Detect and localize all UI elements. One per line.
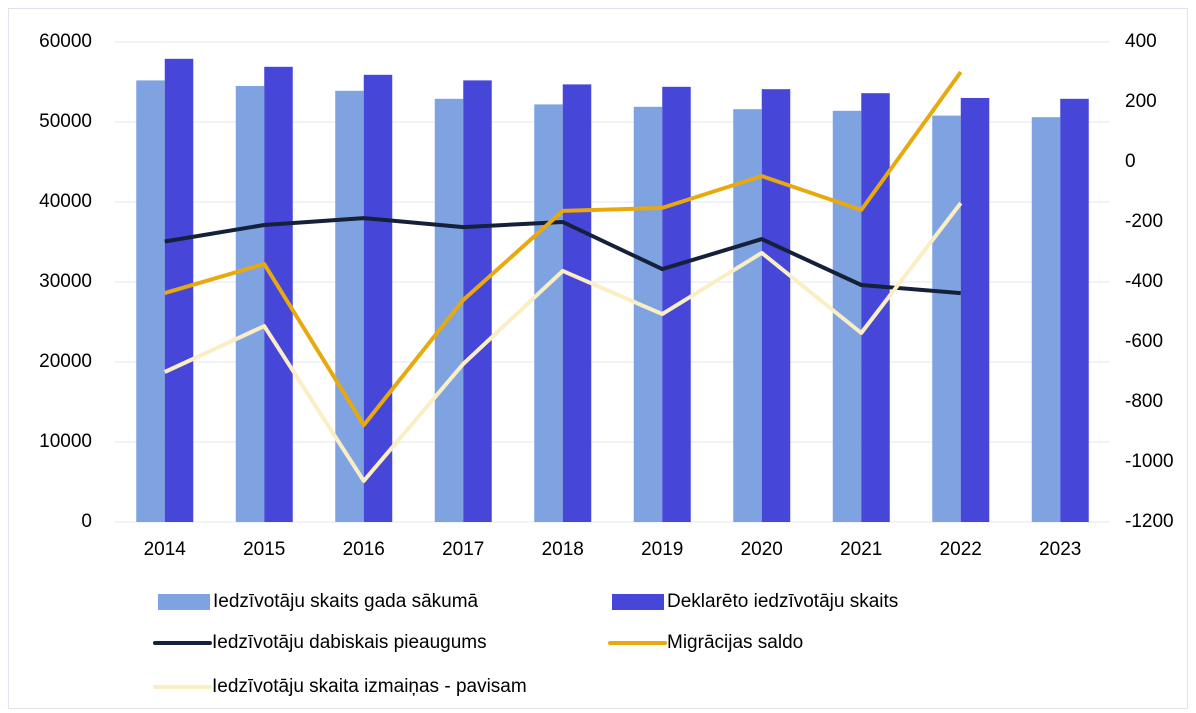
bar xyxy=(1060,98,1089,523)
bar xyxy=(832,110,862,523)
line-series xyxy=(163,201,963,483)
bar xyxy=(136,80,165,523)
legend-swatch xyxy=(158,594,210,610)
y-tick-label: 0 xyxy=(81,511,92,532)
bar xyxy=(1031,117,1061,522)
x-tick-label: 2020 xyxy=(741,539,783,560)
bar xyxy=(861,93,890,522)
y-tick-label: 30000 xyxy=(39,271,92,292)
x-tick-label: 2014 xyxy=(144,539,187,560)
x-tick-label: 2021 xyxy=(840,539,882,560)
legend-label: Iedzīvotāju skaita izmaiņas - pavisam xyxy=(212,676,527,697)
y2-tick-label: -400 xyxy=(1125,271,1163,292)
legend-label: Iedzīvotāju skaits gada sākumā xyxy=(213,591,479,612)
x-tick-label: 2015 xyxy=(243,539,285,560)
bar xyxy=(733,109,762,522)
line-series xyxy=(164,70,963,428)
y2-tick-label: -800 xyxy=(1125,391,1163,412)
line-series xyxy=(164,216,961,296)
y-tick-label: 60000 xyxy=(39,31,92,52)
y2-tick-label: -200 xyxy=(1125,211,1163,232)
legend-label: Migrācijas saldo xyxy=(667,632,803,653)
bar xyxy=(235,86,265,522)
bar xyxy=(932,115,961,522)
bar xyxy=(534,104,563,523)
legend-label: Deklarēto iedzīvotāju skaits xyxy=(667,591,898,612)
x-tick-label: 2023 xyxy=(1039,539,1081,560)
bar xyxy=(463,80,492,523)
legend-label: Iedzīvotāju dabiskais pieaugums xyxy=(212,632,487,653)
chart-frame xyxy=(8,8,1188,709)
bar xyxy=(633,106,663,523)
bar xyxy=(264,66,293,523)
y2-tick-label: -1000 xyxy=(1125,451,1174,472)
x-tick-label: 2019 xyxy=(641,539,683,560)
bar xyxy=(363,74,393,523)
y-tick-label: 40000 xyxy=(39,191,92,212)
x-tick-label: 2017 xyxy=(442,539,484,560)
y-tick-label: 50000 xyxy=(39,111,92,132)
bar xyxy=(562,84,592,523)
y-tick-label: 20000 xyxy=(39,351,92,372)
bar xyxy=(335,90,364,523)
y2-tick-label: -1200 xyxy=(1125,511,1174,532)
legend-swatch xyxy=(612,594,664,610)
x-tick-label: 2022 xyxy=(940,539,982,560)
y2-tick-label: 0 xyxy=(1125,151,1136,172)
x-tick-label: 2016 xyxy=(343,539,385,560)
y2-tick-label: 200 xyxy=(1125,91,1157,112)
y-tick-label: 10000 xyxy=(39,431,92,452)
y2-tick-label: -600 xyxy=(1125,331,1163,352)
y2-tick-label: 400 xyxy=(1125,31,1157,52)
bar xyxy=(761,89,791,522)
bar xyxy=(434,98,464,523)
x-tick-label: 2018 xyxy=(542,539,584,560)
bar xyxy=(960,98,990,522)
